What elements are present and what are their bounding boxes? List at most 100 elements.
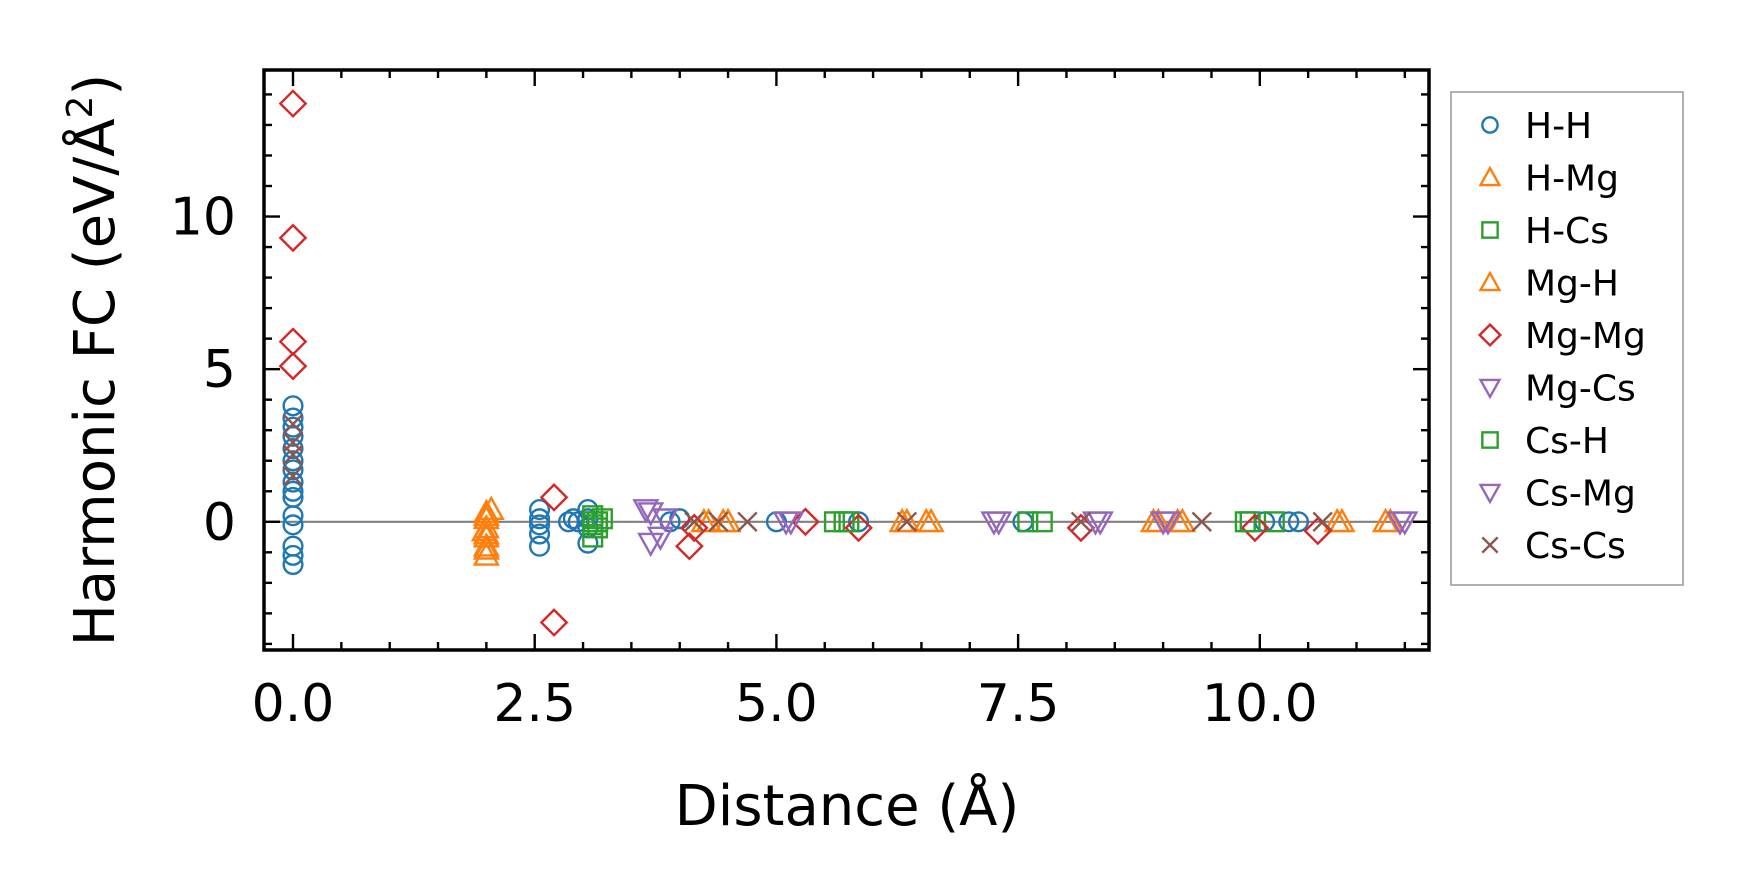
legend-marker: [1478, 378, 1502, 400]
data-point: [282, 395, 304, 417]
legend-marker: [1478, 483, 1502, 505]
data-point: [528, 523, 551, 545]
data-point: [708, 511, 729, 532]
legend-label: H-H: [1525, 106, 1592, 147]
data-point: [791, 507, 820, 537]
data-point: [1371, 507, 1400, 533]
data-point: [282, 437, 304, 460]
data-point: [1287, 511, 1310, 533]
data-point: [278, 351, 308, 381]
data-point: [985, 511, 1013, 536]
legend-entry: Cs-Mg: [1478, 474, 1636, 515]
legend-label: H-Mg: [1525, 159, 1619, 200]
series-cs-mg: [637, 502, 1414, 552]
data-point: [1278, 511, 1300, 533]
data-point: [472, 523, 500, 548]
data-point: [1239, 511, 1261, 533]
legend-entry: Cs-Cs: [1481, 526, 1626, 567]
data-point: [1263, 511, 1285, 533]
data-point: [282, 413, 304, 435]
legend-marker: [1478, 165, 1502, 187]
data-point: [477, 495, 505, 521]
data-point: [586, 517, 609, 539]
legend-label: Cs-Cs: [1525, 526, 1626, 567]
legend-entry: Mg-H: [1478, 264, 1619, 305]
legend-marker: [1481, 221, 1499, 239]
data-point: [646, 526, 674, 552]
data-point: [278, 223, 308, 253]
series-h-h: [282, 395, 1310, 576]
data-point: [528, 514, 551, 536]
legend-label: H-Cs: [1525, 211, 1609, 252]
data-point: [1386, 511, 1414, 536]
data-point: [679, 513, 709, 543]
y-axis-label: Harmonic FC (eV/Å2): [60, 74, 128, 647]
series-cs-cs: [282, 413, 1333, 532]
x-tick-label: 7.5: [977, 674, 1060, 734]
data-point: [651, 508, 679, 533]
data-point: [528, 535, 551, 557]
data-point: [472, 541, 500, 566]
series-cs-h: [582, 511, 1261, 539]
x-tick-label: 10.0: [1202, 674, 1318, 734]
data-point: [1312, 511, 1333, 532]
data-point: [282, 514, 304, 536]
data-point: [695, 507, 723, 533]
data-point: [282, 465, 304, 487]
data-point: [1191, 511, 1212, 532]
data-point: [917, 507, 945, 533]
data-point: [282, 486, 304, 508]
y-tick-label: 5: [203, 340, 236, 400]
data-point: [282, 450, 304, 472]
data-point: [472, 519, 500, 545]
data-point: [833, 511, 855, 533]
data-point: [1066, 513, 1096, 543]
data-point: [675, 531, 704, 561]
data-point: [844, 513, 873, 543]
data-point: [893, 507, 921, 533]
data-point: [632, 499, 660, 524]
legend-marker: [1477, 322, 1503, 348]
legend: H-H H-Mg H-Cs Mg-H Mg-Mg Mg-Cs Cs-H Cs-Mg Cs-Cs: [1450, 91, 1684, 586]
data-point: [282, 432, 304, 453]
data-points: [278, 89, 1419, 637]
data-point: [282, 416, 304, 438]
legend-label: Mg-Cs: [1525, 369, 1636, 410]
data-point: [1081, 511, 1110, 536]
data-point: [472, 535, 500, 560]
legend-marker: [1481, 536, 1499, 554]
data-point: [737, 511, 758, 532]
data-point: [539, 608, 569, 637]
data-point: [637, 532, 665, 558]
data-point: [777, 511, 805, 536]
data-point: [1240, 513, 1270, 543]
y-tick-label: 10: [170, 188, 236, 248]
data-point: [282, 480, 304, 502]
legend-entry: H-Mg: [1478, 159, 1619, 200]
y-tick-label: 0: [203, 493, 236, 553]
data-point: [684, 511, 705, 532]
data-point: [896, 511, 918, 532]
data-point: [282, 459, 304, 481]
data-point: [278, 89, 308, 118]
x-tick-label: 2.5: [493, 674, 576, 734]
legend-entry: H-Cs: [1481, 211, 1609, 252]
data-point: [472, 532, 500, 557]
data-point: [1070, 511, 1092, 532]
data-point: [282, 544, 304, 566]
legend-entry: Cs-H: [1481, 421, 1609, 462]
x-tick-label: 5.0: [735, 674, 818, 734]
data-point: [637, 502, 665, 527]
data-point: [1323, 507, 1351, 533]
data-point: [1154, 511, 1182, 536]
legend-label: Cs-H: [1525, 421, 1609, 462]
data-point: [1144, 507, 1172, 533]
legend-marker: [1481, 116, 1499, 134]
data-point: [282, 471, 304, 493]
legend-entry: Mg-Cs: [1478, 369, 1636, 410]
plot-area-frame: [262, 68, 1431, 652]
data-point: [1017, 511, 1039, 533]
legend-label: Mg-Mg: [1525, 316, 1646, 357]
data-point: [282, 407, 304, 429]
